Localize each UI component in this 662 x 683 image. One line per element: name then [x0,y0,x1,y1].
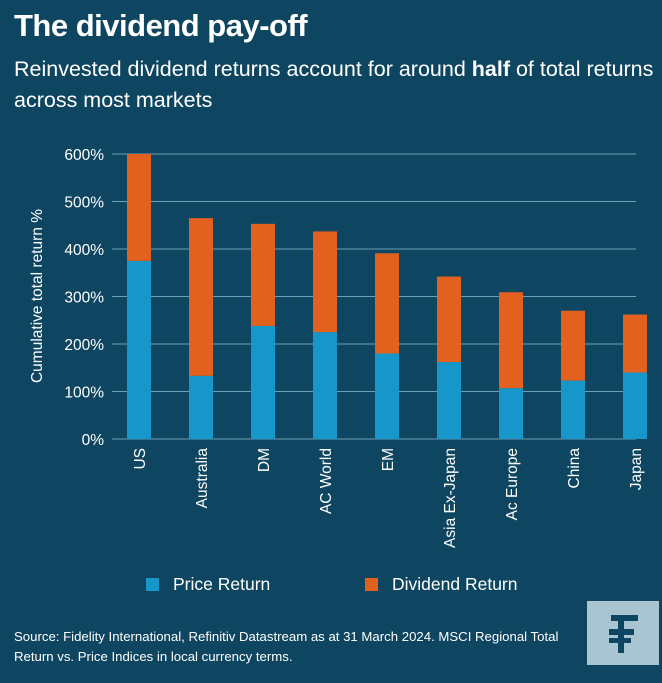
stacked-bar-chart: 0% 100% 200% 300% 400% 500% 600% Cumulative tot… [29,147,647,548]
legend-swatch-dividend-return [365,578,378,591]
legend-item-dividend-return: Dividend Return [365,574,517,595]
x-tick-label: DM [256,448,273,472]
source-note: Source: Fidelity International, Refiniti… [14,629,559,664]
x-tick-label: AC World [318,448,335,514]
chart-legend: Price Return Dividend Return [0,574,662,600]
legend-swatch-price-return [146,578,159,591]
y-tick-label: 0% [82,432,105,449]
x-tick-label: Japan [628,448,645,490]
bar-dividend-return-china [561,310,585,381]
bar-price-return-us [127,260,151,439]
bar-dividend-return-asia-ex-japan [437,276,461,363]
bar-dividend-return-dm [251,223,275,326]
x-tick-label: China [566,448,583,489]
y-tick-label: 200% [64,337,104,354]
y-tick-label: 600% [64,147,104,164]
x-tick-label: US [132,448,149,470]
y-tick-label: 500% [64,195,104,212]
y-tick-label: 100% [64,385,104,402]
y-tick-label: 300% [64,290,104,307]
bar-dividend-return-ac-world [313,231,337,333]
fidelity-f-logo-icon [609,615,638,653]
bar-dividend-return-australia [189,218,213,376]
bar-price-return-ac-world [313,332,337,439]
chart-title: The dividend pay-off [14,8,308,43]
bar-dividend-return-japan [623,314,647,373]
x-tick-label: Ac Europe [504,448,521,520]
bar-price-return-dm [251,325,275,439]
bar-price-return-australia [189,375,213,439]
bar-dividend-return-em [375,253,399,354]
fidelity-logo [587,601,659,665]
bar-price-return-china [561,380,585,439]
bar-dividend-return-us [127,154,151,261]
bar-dividend-return-ac-europe [499,292,523,389]
chart-subtitle: Reinvested dividend returns account for … [14,54,654,116]
bar-price-return-em [375,353,399,439]
y-tick-label: 400% [64,242,104,259]
subtitle-bold-text: half [471,57,510,81]
bar-price-return-ac-europe [499,388,523,439]
x-tick-label: EM [380,448,397,471]
subtitle-text-end: of total returns across most markets [14,57,654,112]
x-tick-label: Australia [194,448,211,509]
legend-label-dividend-return: Dividend Return [392,574,518,594]
subtitle-text-start: Reinvested dividend returns account for … [14,57,472,81]
x-tick-label: Asia Ex-Japan [442,448,459,548]
bar-price-return-asia-ex-japan [437,362,461,439]
legend-label-price-return: Price Return [173,574,271,594]
legend-item-price-return: Price Return [146,574,270,595]
bar-price-return-japan [623,372,647,439]
y-axis-label: Cumulative total return % [29,209,46,383]
